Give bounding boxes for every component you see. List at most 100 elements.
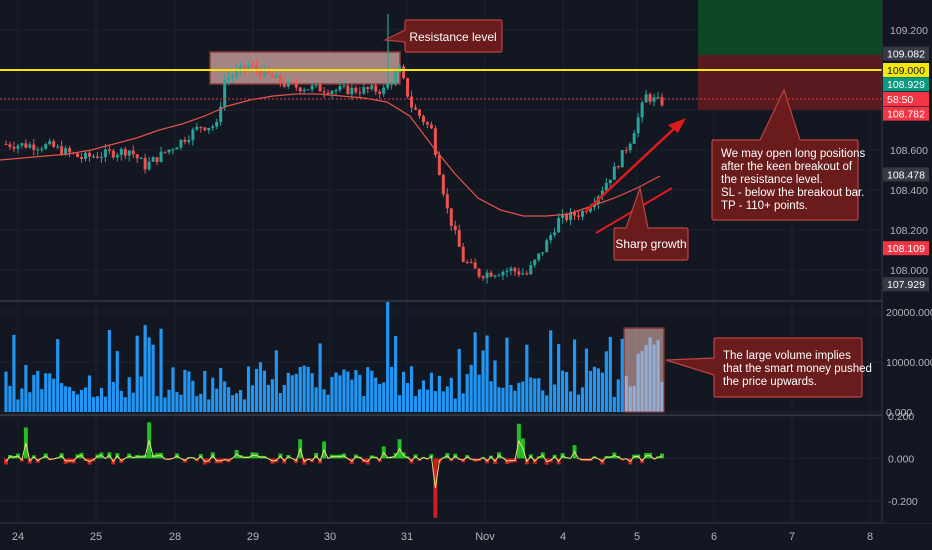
volume-bar <box>56 339 60 412</box>
candle-body <box>40 148 44 150</box>
volume-tick-label-1: 10000.000 <box>886 357 932 369</box>
volume-bar <box>32 374 36 412</box>
candle-body <box>274 75 278 78</box>
candle-body <box>390 83 394 85</box>
volume-bar <box>533 378 537 412</box>
candle-body <box>501 271 505 276</box>
volume-bar <box>155 396 159 412</box>
candle-body <box>402 66 406 79</box>
candle-body <box>314 84 318 86</box>
volume-bar <box>258 362 263 412</box>
candle-body <box>537 253 541 260</box>
price-badge-label-0: 109.082 <box>887 49 925 61</box>
volume-bar <box>79 389 84 412</box>
candle-body <box>577 215 581 217</box>
candle-body <box>505 270 509 272</box>
candle-body <box>588 207 592 212</box>
volume-bar <box>330 377 334 412</box>
candle-body <box>183 139 187 142</box>
resistance-zone-box <box>209 51 401 85</box>
volume-bar <box>616 379 620 412</box>
candle-body <box>36 149 40 151</box>
volume-bar <box>127 377 131 412</box>
volume-bar <box>509 384 513 412</box>
candle-body <box>378 91 382 94</box>
candle-body <box>258 70 262 77</box>
candle-body <box>529 265 533 275</box>
volume-bar <box>159 328 163 412</box>
candle-body <box>290 81 294 84</box>
candle-body <box>187 139 191 142</box>
candle-body <box>254 65 258 71</box>
volume-bar <box>4 371 8 412</box>
volume-bar <box>250 385 255 412</box>
price-badge-label-2: 108.929 <box>887 79 925 91</box>
volume-bar <box>358 374 362 412</box>
candle-body <box>561 214 565 218</box>
volume-bar <box>175 392 179 412</box>
candle-body <box>44 144 48 149</box>
volume-bar <box>306 366 310 412</box>
volume-bar <box>60 383 64 412</box>
price-candles <box>4 14 664 284</box>
price-axis-labels: 109.200108.800108.600108.400108.200108.0… <box>883 25 932 508</box>
take-profit-zone <box>698 0 882 55</box>
candle-body <box>441 174 445 195</box>
volume-bar <box>16 399 20 412</box>
candle-body <box>56 146 60 148</box>
volume-bar <box>417 389 422 412</box>
volume-bar <box>314 387 318 412</box>
volume-bar <box>171 367 175 412</box>
candle-body <box>215 121 219 127</box>
volume-bar <box>52 378 56 412</box>
candle-body <box>354 87 358 93</box>
candle-body <box>28 144 32 148</box>
volume-bar <box>12 334 16 412</box>
price-badge-1 <box>883 63 929 77</box>
candle-body <box>282 83 286 87</box>
volume-bar <box>294 373 298 412</box>
candle-body <box>310 85 314 90</box>
candle-body <box>119 148 123 155</box>
candle-body <box>457 230 461 247</box>
volume-bar <box>195 396 199 412</box>
candle-body <box>163 151 167 153</box>
candle-body <box>127 150 131 156</box>
volume-bar <box>227 387 231 412</box>
candle-body <box>135 154 139 159</box>
candle-body <box>330 91 334 95</box>
time-axis-labels: 24 25 28 29 30 31 Nov 4 5 6 7 8 <box>12 531 873 543</box>
volume-bar <box>103 396 107 412</box>
volume-bar <box>219 367 223 412</box>
volume-bar <box>497 387 501 412</box>
volume-bar <box>238 390 243 412</box>
candle-body <box>469 262 473 264</box>
candle-body <box>52 141 56 148</box>
volume-bar <box>119 390 123 412</box>
volume-bar <box>36 370 40 412</box>
candle-body <box>414 107 417 110</box>
candle-body <box>350 87 354 95</box>
time-tick-label-0: 24 <box>12 531 24 543</box>
volume-bar <box>561 370 565 412</box>
candle-body <box>235 70 239 77</box>
candle-body <box>346 85 350 95</box>
volume-bar <box>449 377 453 412</box>
candle-body <box>107 149 111 151</box>
candle-body <box>433 128 437 155</box>
volume-bar <box>485 335 489 412</box>
candle-body <box>111 150 115 158</box>
candle-body <box>195 126 199 130</box>
callout-volume-text: The large volume implies that the smart … <box>723 350 875 388</box>
volume-bar <box>203 370 207 412</box>
volume-bar <box>342 369 346 412</box>
price-badge-label-1: 109.000 <box>887 65 925 77</box>
candle-body <box>147 161 151 170</box>
volume-bar <box>290 375 294 412</box>
candle-body <box>91 156 95 158</box>
candle-body <box>251 65 254 67</box>
candle-body <box>298 87 302 92</box>
volume-bar <box>604 351 608 412</box>
volume-bar <box>493 360 497 412</box>
